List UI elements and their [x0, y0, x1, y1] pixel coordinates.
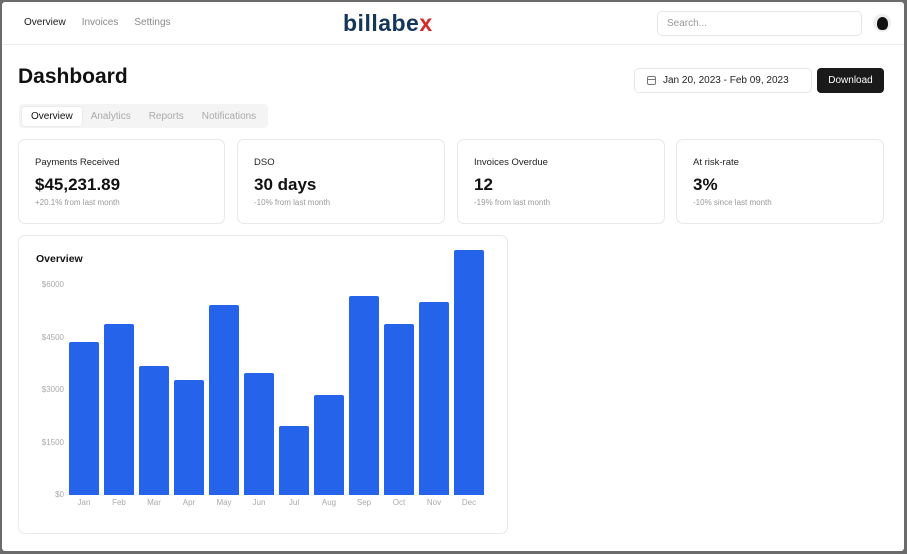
x-tick-label: Jul	[288, 498, 300, 507]
tab-overview[interactable]: Overview	[22, 106, 82, 126]
x-tick-label: Aug	[321, 498, 337, 507]
stat-change: +20.1% from last month	[35, 198, 120, 207]
x-tick-label: May	[216, 498, 232, 507]
logo-accent: x	[419, 10, 433, 36]
logo: billabex	[343, 10, 433, 37]
page-title: Dashboard	[18, 65, 128, 88]
x-tick-label: Oct	[392, 498, 406, 507]
stat-change: -10% since last month	[693, 198, 772, 207]
bar-mar[interactable]	[139, 366, 169, 495]
bar-feb[interactable]	[104, 323, 134, 495]
bar-chart: Jan Feb Mar Apr May Jun Jul Aug Sep Oct Nov Dec	[69, 236, 489, 507]
top-nav: Overview Invoices Settings billabex Sear…	[2, 2, 904, 45]
bar-jul[interactable]	[279, 425, 309, 495]
bar-apr[interactable]	[174, 379, 204, 495]
user-icon	[876, 16, 888, 30]
download-button[interactable]: Download	[817, 68, 884, 93]
bar-nov[interactable]	[419, 302, 449, 495]
tab-reports[interactable]: Reports	[148, 110, 184, 122]
stat-card-overdue: Invoices Overdue 12 -19% from last month	[457, 139, 665, 224]
overview-chart-card: Overview Jan Feb Mar Apr May Jun Jul Aug Sep Oct N…	[18, 235, 508, 534]
stat-value: 3%	[693, 175, 718, 194]
y-tick-label: $3000	[41, 385, 64, 394]
bar-may[interactable]	[209, 305, 239, 495]
stat-label: Payments Received	[35, 157, 120, 168]
stat-change: -19% from last month	[474, 198, 551, 207]
stat-card-payments: Payments Received $45,231.89 +20.1% from…	[18, 139, 225, 224]
bar-oct[interactable]	[384, 323, 414, 495]
stat-value: $45,231.89	[35, 175, 121, 194]
y-tick-label: $4500	[41, 332, 64, 342]
search-input[interactable]: Search...	[657, 11, 862, 36]
x-tick-label: Dec	[461, 498, 477, 507]
chart-title: Overview	[36, 253, 83, 265]
y-tick-label: $1500	[41, 437, 64, 447]
y-tick-label: $6000	[41, 280, 64, 289]
bar-sep[interactable]	[349, 296, 379, 495]
search-placeholder: Search...	[667, 18, 708, 29]
bar-dec[interactable]	[454, 250, 484, 495]
x-tick-label: Feb	[112, 498, 126, 507]
x-tick-label: Mar	[147, 498, 161, 507]
bar-jan[interactable]	[69, 342, 99, 495]
stat-value: 30 days	[254, 175, 317, 194]
stat-change: -10% from last month	[254, 198, 331, 207]
bar-jun[interactable]	[244, 372, 274, 495]
y-tick-label: $0	[55, 490, 64, 499]
calendar-icon	[647, 76, 656, 85]
avatar[interactable]	[873, 14, 891, 32]
nav-links: Overview Invoices Settings	[24, 17, 171, 28]
date-range-picker[interactable]: Jan 20, 2023 - Feb 09, 2023	[634, 68, 812, 93]
tab-analytics[interactable]: Analytics	[90, 110, 131, 122]
stat-value: 12	[474, 175, 493, 194]
nav-link-settings[interactable]: Settings	[134, 17, 171, 28]
nav-link-invoices[interactable]: Invoices	[81, 17, 119, 28]
logo-text: billabe	[343, 10, 420, 36]
x-tick-label: Nov	[426, 498, 442, 507]
date-range-text: Jan 20, 2023 - Feb 09, 2023	[663, 75, 789, 86]
tab-notifications[interactable]: Notifications	[201, 110, 257, 122]
stat-label: DSO	[254, 157, 275, 168]
stat-label: At risk-rate	[693, 157, 739, 168]
nav-link-overview[interactable]: Overview	[24, 17, 66, 28]
x-tick-label: Jan	[77, 498, 91, 507]
x-tick-label: Apr	[182, 498, 196, 507]
tab-bar: Overview Analytics Reports Notifications	[19, 104, 269, 128]
x-tick-label: Sep	[356, 498, 372, 507]
stat-label: Invoices Overdue	[474, 157, 548, 168]
stat-card-dso: DSO 30 days -10% from last month	[237, 139, 445, 224]
x-tick-label: Jun	[252, 498, 266, 507]
stat-card-risk: At risk-rate 3% -10% since last month	[676, 139, 884, 224]
bar-aug[interactable]	[314, 394, 344, 495]
